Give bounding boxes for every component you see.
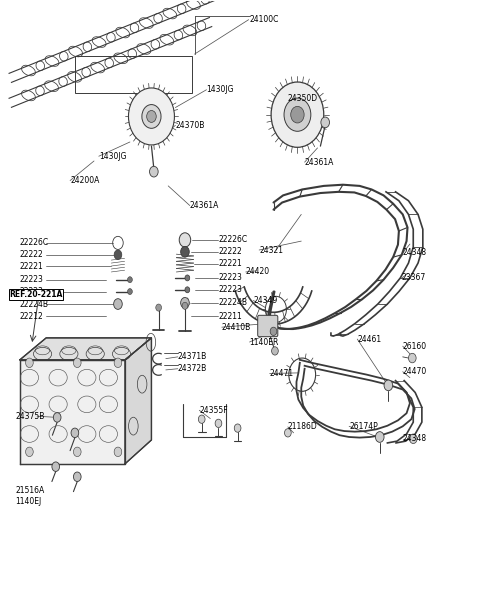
Circle shape [73, 447, 81, 456]
Circle shape [73, 472, 81, 481]
Text: 24350D: 24350D [288, 93, 318, 102]
Text: 24348: 24348 [403, 434, 427, 443]
Polygon shape [125, 338, 152, 464]
Text: 1430JG: 1430JG [99, 152, 126, 161]
Text: 26174P: 26174P [349, 422, 378, 431]
Text: 22222: 22222 [20, 250, 44, 259]
Circle shape [142, 105, 161, 129]
Circle shape [198, 415, 205, 424]
Circle shape [180, 246, 189, 257]
Text: 24321: 24321 [259, 246, 283, 255]
Circle shape [384, 380, 393, 391]
Text: 22223: 22223 [218, 274, 242, 283]
Circle shape [128, 289, 132, 295]
Text: 24470: 24470 [403, 367, 427, 376]
Circle shape [215, 419, 222, 427]
Circle shape [185, 287, 190, 293]
Circle shape [270, 327, 277, 336]
Circle shape [375, 431, 384, 442]
Text: 24355F: 24355F [199, 406, 228, 415]
Text: 24200A: 24200A [70, 176, 99, 185]
Text: 24410B: 24410B [222, 322, 251, 331]
Text: 21186D: 21186D [288, 422, 318, 431]
Text: 24361A: 24361A [305, 158, 334, 167]
Text: 1430JG: 1430JG [206, 85, 234, 94]
Circle shape [25, 358, 33, 368]
Text: 24471: 24471 [270, 369, 294, 378]
Text: 22212: 22212 [20, 312, 44, 321]
Text: 21516A: 21516A [15, 486, 44, 495]
Text: 22224B: 22224B [20, 299, 49, 309]
Text: 24348: 24348 [403, 249, 427, 258]
Circle shape [114, 299, 122, 309]
Circle shape [114, 358, 122, 368]
Polygon shape [20, 360, 125, 464]
Circle shape [71, 428, 79, 437]
Circle shape [114, 447, 122, 456]
Text: 24371B: 24371B [178, 352, 207, 361]
Text: 22223: 22223 [218, 285, 242, 295]
Circle shape [408, 353, 416, 363]
Circle shape [53, 413, 61, 422]
Circle shape [321, 117, 329, 128]
Text: 24420: 24420 [246, 268, 270, 277]
Text: 24375B: 24375B [15, 412, 45, 421]
Circle shape [285, 428, 291, 437]
Text: 22226C: 22226C [218, 236, 248, 245]
Circle shape [52, 462, 60, 471]
FancyBboxPatch shape [258, 315, 278, 337]
Text: 24349: 24349 [253, 296, 277, 305]
Circle shape [128, 277, 132, 283]
Circle shape [150, 167, 158, 177]
Circle shape [234, 424, 241, 432]
Text: 22211: 22211 [218, 312, 242, 321]
Text: 24370B: 24370B [175, 121, 205, 130]
Polygon shape [20, 338, 152, 360]
Circle shape [73, 358, 81, 368]
Circle shape [25, 447, 33, 456]
Circle shape [179, 233, 191, 247]
Circle shape [271, 82, 324, 148]
Text: 22226C: 22226C [20, 239, 49, 248]
Circle shape [284, 98, 311, 131]
Circle shape [114, 250, 122, 259]
Circle shape [129, 88, 174, 145]
Circle shape [180, 298, 189, 308]
Text: 22223: 22223 [20, 287, 44, 296]
Text: 24461: 24461 [357, 334, 382, 343]
Circle shape [147, 111, 156, 123]
Text: 24372B: 24372B [178, 364, 207, 373]
Text: 22223: 22223 [20, 275, 44, 284]
Text: 26160: 26160 [403, 342, 427, 350]
Text: 23367: 23367 [402, 274, 426, 283]
Circle shape [409, 434, 417, 443]
Bar [75, 56, 192, 93]
Text: 24100C: 24100C [250, 15, 279, 24]
Text: 24361A: 24361A [190, 201, 219, 210]
Circle shape [291, 107, 304, 123]
Circle shape [185, 275, 190, 281]
Text: 22224B: 22224B [218, 298, 248, 308]
Text: 22221: 22221 [218, 259, 242, 268]
Circle shape [156, 304, 161, 311]
Text: REF.20-221A: REF.20-221A [9, 290, 63, 299]
Circle shape [272, 347, 278, 355]
Text: 1140EJ: 1140EJ [15, 497, 41, 506]
Circle shape [182, 302, 188, 309]
Text: 22221: 22221 [20, 262, 44, 271]
Text: 22222: 22222 [218, 248, 242, 256]
Text: 1140ER: 1140ER [250, 337, 279, 346]
